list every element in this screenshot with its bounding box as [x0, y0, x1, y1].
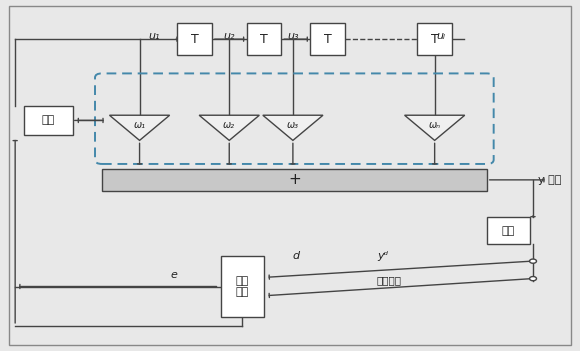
FancyBboxPatch shape: [487, 218, 530, 244]
Text: T: T: [191, 33, 198, 46]
Text: u₂: u₂: [223, 31, 235, 41]
Polygon shape: [263, 115, 323, 140]
Text: 误差
计算: 误差 计算: [235, 276, 249, 297]
Polygon shape: [405, 115, 465, 140]
FancyBboxPatch shape: [24, 106, 73, 135]
Text: y 输出: y 输出: [538, 175, 561, 185]
Text: d: d: [292, 251, 299, 261]
FancyBboxPatch shape: [177, 24, 212, 55]
Text: ω₂: ω₂: [223, 120, 235, 130]
Circle shape: [530, 277, 536, 281]
FancyBboxPatch shape: [310, 24, 345, 55]
Text: T: T: [324, 33, 332, 46]
Text: T: T: [260, 33, 268, 46]
Text: 训练序列: 训练序列: [377, 276, 402, 285]
Polygon shape: [110, 115, 169, 140]
Text: ωₙ: ωₙ: [429, 120, 441, 130]
FancyBboxPatch shape: [102, 168, 487, 191]
Circle shape: [530, 259, 536, 263]
Polygon shape: [199, 115, 259, 140]
Text: 判决: 判决: [502, 226, 515, 236]
Text: +: +: [288, 172, 300, 187]
Text: e: e: [171, 270, 177, 280]
Text: u₃: u₃: [287, 31, 299, 41]
Text: yᵈ: yᵈ: [377, 251, 388, 261]
Text: ω₃: ω₃: [287, 120, 299, 130]
FancyBboxPatch shape: [246, 24, 281, 55]
FancyBboxPatch shape: [417, 24, 452, 55]
Text: ω₁: ω₁: [133, 120, 146, 130]
Text: T: T: [431, 33, 438, 46]
Text: 权重: 权重: [42, 115, 55, 125]
Text: u₁: u₁: [148, 31, 160, 41]
FancyBboxPatch shape: [220, 256, 264, 317]
Text: uₗ: uₗ: [436, 31, 445, 41]
